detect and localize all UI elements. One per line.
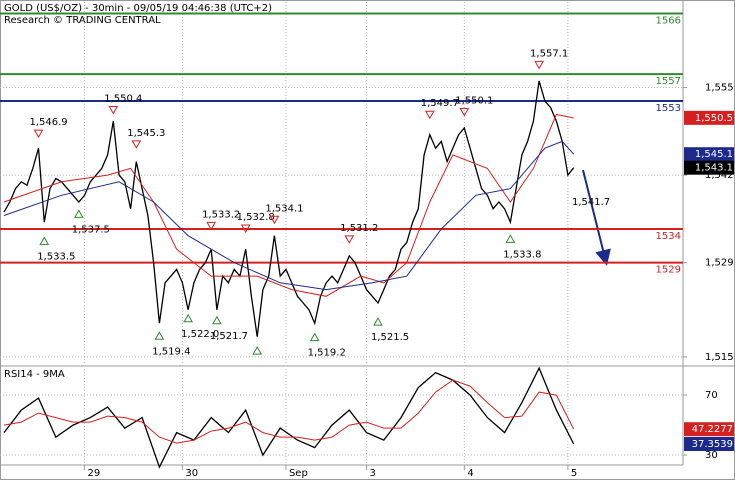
pivot-low bbox=[373, 317, 383, 326]
pivot-high bbox=[108, 106, 119, 115]
pivot-low-label: 1,533.8 bbox=[503, 249, 541, 260]
projection-label: 1,541.7 bbox=[572, 197, 610, 208]
pivot-high-label: 1,534.1 bbox=[265, 203, 303, 214]
price-tag-label: 47.2277 bbox=[692, 424, 733, 435]
pivot-high-label: 1,546.9 bbox=[29, 117, 67, 128]
pivot-low bbox=[73, 209, 84, 218]
x-tick-label: 5 bbox=[571, 468, 577, 479]
price-tag-label: 1,543.1 bbox=[695, 163, 733, 174]
x-tick-label: 3 bbox=[370, 468, 376, 479]
pivot-low bbox=[309, 332, 320, 342]
x-tick-label: 29 bbox=[88, 468, 101, 479]
pivot-low-label: 1,521.5 bbox=[371, 332, 409, 343]
pivot-high bbox=[33, 129, 44, 139]
pivot-low bbox=[505, 234, 516, 243]
level-label: 1529 bbox=[656, 265, 681, 276]
pivot-high-label: 1,533.2 bbox=[202, 209, 240, 220]
price-tag-label: 37.3539 bbox=[692, 439, 733, 450]
pivot-high bbox=[534, 60, 545, 70]
pivot-low bbox=[154, 331, 165, 340]
rsi-title: RSI14 - 9MA bbox=[4, 369, 65, 380]
pivot-low-label: 1,533.5 bbox=[37, 251, 75, 262]
price-tag bbox=[684, 437, 734, 452]
level-label: 1557 bbox=[656, 76, 681, 87]
projection-arrow bbox=[582, 169, 611, 266]
price-tag bbox=[684, 422, 734, 437]
pivot-high bbox=[459, 108, 470, 117]
chart-subtitle: Research © TRADING CENTRAL bbox=[4, 15, 161, 26]
series-line bbox=[3, 366, 575, 469]
pivot-high-label: 1,550.4 bbox=[104, 94, 142, 105]
price-tag bbox=[684, 110, 734, 125]
y-tick-label: 1,529 bbox=[705, 258, 734, 269]
pivot-high-label: 1,531.2 bbox=[340, 223, 378, 234]
pivot-low-label: 1,522.0 bbox=[181, 329, 219, 340]
pivot-low-label: 1,521.7 bbox=[210, 331, 248, 342]
series-line bbox=[3, 113, 574, 297]
price-tag bbox=[684, 160, 734, 175]
series-line bbox=[3, 140, 575, 291]
pivot-high bbox=[269, 215, 280, 225]
pivot-low-label: 1,519.4 bbox=[152, 346, 190, 357]
price-tag-label: 1,545.1 bbox=[695, 149, 733, 160]
series-line bbox=[3, 80, 575, 337]
series-line bbox=[3, 379, 575, 444]
pivot-low bbox=[39, 236, 50, 245]
y-tick-label: 1,555 bbox=[705, 83, 734, 94]
price-tag bbox=[684, 147, 734, 162]
pivot-high bbox=[424, 110, 435, 120]
y-tick-label: 1,515 bbox=[705, 352, 734, 363]
pivot-low bbox=[212, 315, 222, 325]
pivot-high-label: 1,545.3 bbox=[127, 128, 165, 139]
level-label: 1566 bbox=[656, 15, 681, 26]
y-tick-label: 1,542 bbox=[705, 170, 734, 181]
pivot-high bbox=[206, 221, 217, 231]
level-label: 1553 bbox=[656, 103, 681, 114]
pivot-high bbox=[344, 235, 355, 244]
pivot-high bbox=[131, 140, 142, 149]
pivot-low-label: 1,537.5 bbox=[72, 224, 110, 235]
price-tag-label: 1,550.5 bbox=[695, 113, 733, 124]
pivot-low bbox=[183, 313, 193, 323]
x-tick-label: Sep bbox=[289, 468, 308, 479]
pivot-high bbox=[240, 224, 251, 234]
chart-title: GOLD (US$/OZ) - 30min - 09/05/19 04:46:3… bbox=[4, 3, 272, 14]
pivot-high-label: 1,549.7 bbox=[421, 98, 459, 109]
x-tick-label: 30 bbox=[185, 468, 198, 479]
pivot-high-label: 1,557.1 bbox=[530, 48, 568, 59]
pivot-low-label: 1,519.2 bbox=[308, 348, 346, 359]
pivot-high-label: 1,532.8 bbox=[237, 212, 275, 223]
y-tick-label: 70 bbox=[705, 390, 718, 401]
y-tick-label: 30 bbox=[705, 450, 718, 461]
pivot-high-label: 1,550.1 bbox=[455, 96, 493, 107]
x-tick-label: 4 bbox=[467, 468, 473, 479]
pivot-low bbox=[252, 346, 263, 355]
level-label: 1534 bbox=[656, 231, 681, 242]
